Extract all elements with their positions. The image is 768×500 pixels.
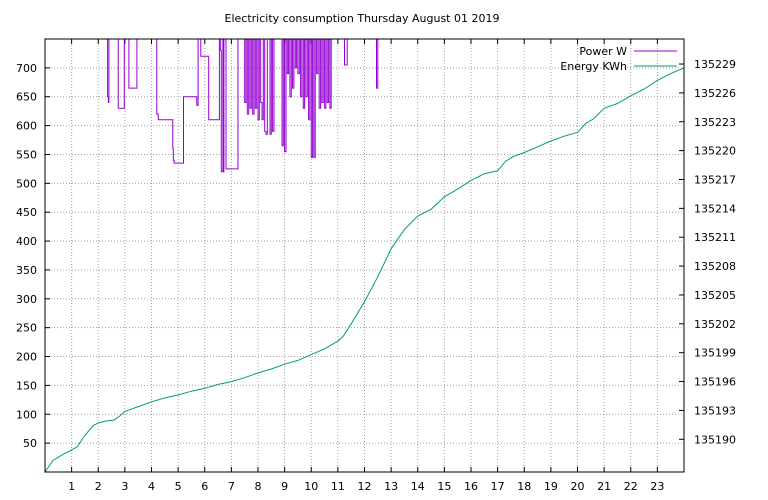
- x-tick-label: 8: [255, 480, 262, 493]
- x-tick-label: 23: [650, 480, 664, 493]
- y-tick-label: 200: [16, 351, 37, 364]
- x-tick-label: 14: [411, 480, 425, 493]
- x-tick-label: 15: [437, 480, 451, 493]
- y-tick-label: 300: [16, 293, 37, 306]
- y-tick-label: 400: [16, 235, 37, 248]
- series-line-power: [107, 39, 379, 173]
- y2-tick-label: 135199: [694, 347, 736, 360]
- y-tick-label: 250: [16, 322, 37, 335]
- y2-tick-label: 135217: [694, 173, 736, 186]
- plot-frame: [44, 38, 685, 473]
- y-tick-label: 550: [16, 148, 37, 161]
- y2-tick-label: 135196: [694, 376, 736, 389]
- y2-tick-label: 135190: [694, 433, 736, 446]
- x-tick-label: 22: [624, 480, 638, 493]
- y-tick-label: 500: [16, 177, 37, 190]
- x-tick-label: 11: [331, 480, 345, 493]
- series-layer: [45, 39, 684, 472]
- y-tick-label: 600: [16, 120, 37, 133]
- y-tick-label: 150: [16, 379, 37, 392]
- y2-tick-label: 135202: [694, 318, 736, 331]
- legend: Power W Energy KWh: [560, 45, 677, 73]
- y2-tick-label: 135214: [694, 202, 736, 215]
- legend-label: Power W: [579, 45, 627, 58]
- x-tick-label: 20: [571, 480, 585, 493]
- series-line-energy: [45, 67, 684, 472]
- y2-tick-label: 135211: [694, 231, 736, 244]
- grid-layer: [45, 39, 684, 472]
- y-tick-label: 650: [16, 91, 37, 104]
- x-tick-label: 13: [384, 480, 398, 493]
- y2-tick-label: 135205: [694, 289, 736, 302]
- y2-tick-label: 135223: [694, 116, 736, 129]
- legend-label: Energy KWh: [560, 60, 627, 73]
- y2-tick-label: 135208: [694, 260, 736, 273]
- y-tick-label: 700: [16, 62, 37, 75]
- x-tick-label: 10: [304, 480, 318, 493]
- x-tick-label: 21: [597, 480, 611, 493]
- y2-tick-label: 135226: [694, 87, 736, 100]
- x-tick-label: 6: [201, 480, 208, 493]
- y-tick-label: 450: [16, 206, 37, 219]
- x-tick-label: 18: [517, 480, 531, 493]
- x-tick-label: 5: [175, 480, 182, 493]
- x-tick-label: 7: [228, 480, 235, 493]
- x-tick-label: 2: [95, 480, 102, 493]
- x-tick-label: 17: [491, 480, 505, 493]
- y-tick-label: 50: [23, 437, 37, 450]
- tick-layer: 1 2 3 4 5 6 7 8 9 10 11 12 13 14 15 16 17 18 19 20 21 22 23501…: [16, 39, 736, 493]
- x-tick-label: 9: [281, 480, 288, 493]
- y2-tick-label: 135220: [694, 145, 736, 158]
- y2-tick-label: 135229: [694, 58, 736, 71]
- y-tick-label: 350: [16, 264, 37, 277]
- y2-tick-label: 135193: [694, 404, 736, 417]
- y-tick-label: 100: [16, 408, 37, 421]
- x-tick-label: 16: [464, 480, 478, 493]
- x-tick-label: 3: [121, 480, 128, 493]
- x-tick-label: 19: [544, 480, 558, 493]
- chart-title: Electricity consumption Thursday August …: [225, 12, 500, 25]
- x-tick-label: 12: [358, 480, 372, 493]
- x-tick-label: 4: [148, 480, 155, 493]
- x-tick-label: 1: [68, 480, 75, 493]
